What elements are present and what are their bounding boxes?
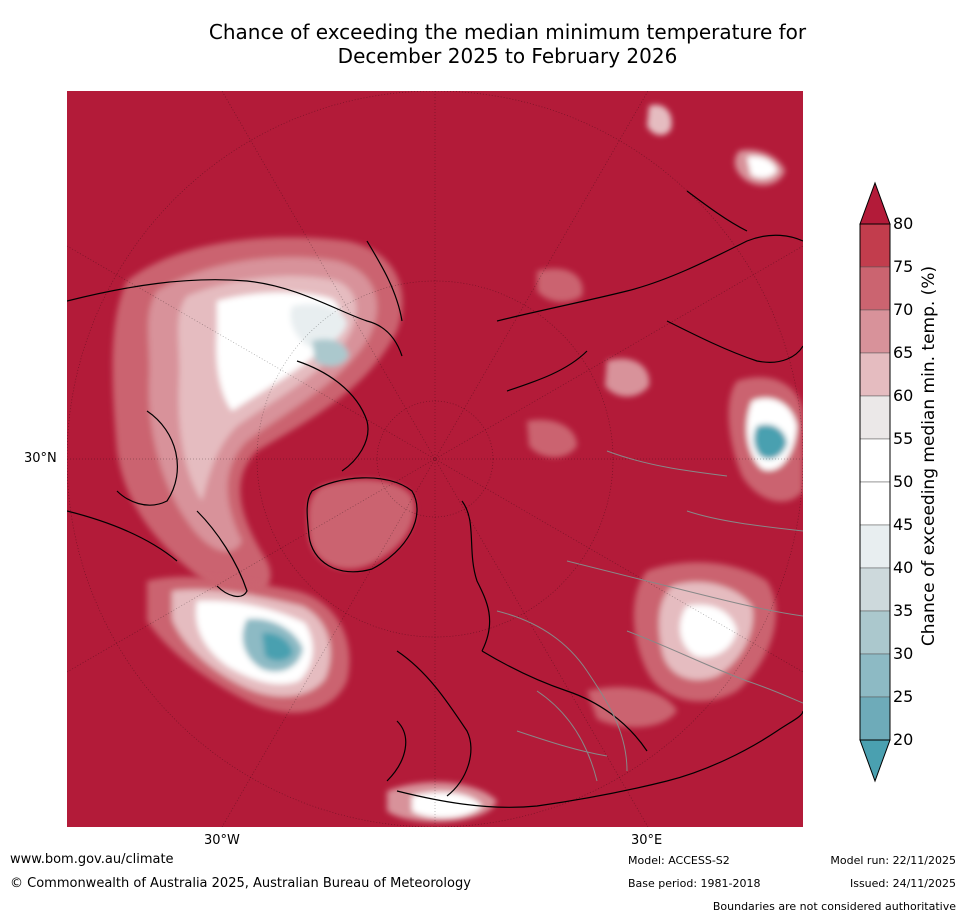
map-panel bbox=[67, 91, 803, 827]
colorbar-segment-60-65 bbox=[859, 352, 891, 397]
country-borders bbox=[496, 450, 803, 782]
colorbar-tick-50: 50 bbox=[893, 472, 914, 491]
colorbar-tick-75: 75 bbox=[893, 257, 914, 276]
disclaimer-text: Boundaries are not considered authoritat… bbox=[712, 900, 956, 913]
colorbar-tick-25: 25 bbox=[893, 687, 914, 706]
colorbar-segment-40-45 bbox=[859, 524, 891, 569]
colorbar-outline bbox=[859, 223, 891, 741]
greenland-probability-zone bbox=[308, 479, 415, 570]
colorbar-tick-70: 70 bbox=[893, 300, 914, 319]
colorbar-segment-65-70 bbox=[859, 309, 891, 354]
colorbar-title: Chance of exceeding median min. temp. (%… bbox=[919, 265, 939, 647]
issued-text: Issued: 24/11/2025 bbox=[849, 877, 956, 890]
longitude-label-30e: 30°E bbox=[631, 833, 663, 848]
colorbar-tick-65: 65 bbox=[893, 343, 914, 362]
colorbar-segment-55-60 bbox=[859, 395, 891, 440]
website-link[interactable]: www.bom.gov.au/climate bbox=[10, 852, 174, 867]
colorbar-segment-30-35 bbox=[859, 610, 891, 655]
east-asia-probability-zone bbox=[728, 377, 803, 502]
colorbar-tick-45: 45 bbox=[893, 515, 914, 534]
chart-title: Chance of exceeding the median minimum t… bbox=[100, 20, 915, 68]
central-asia-probability-zone bbox=[633, 562, 776, 702]
title-line-2: December 2025 to February 2026 bbox=[337, 44, 678, 68]
colorbar-segments bbox=[859, 223, 891, 741]
colorbar-tick-35: 35 bbox=[893, 601, 914, 620]
model-run-text: Model run: 22/11/2025 bbox=[830, 854, 956, 867]
scattered-probability-patches bbox=[387, 268, 677, 822]
coastlines bbox=[67, 190, 803, 808]
colorbar-tick-60: 60 bbox=[893, 386, 914, 405]
graticule bbox=[67, 91, 803, 827]
colorbar-segment-50-55 bbox=[859, 438, 891, 483]
latitude-label-30n: 30°N bbox=[24, 451, 57, 466]
colorbar-segment-35-40 bbox=[859, 567, 891, 612]
colorbar-segment-70-75 bbox=[859, 266, 891, 311]
colorbar-segment-25-30 bbox=[859, 653, 891, 698]
north-pacific-probability-zone bbox=[647, 104, 785, 186]
atlantic-probability-zone bbox=[147, 576, 350, 713]
colorbar-tick-40: 40 bbox=[893, 558, 914, 577]
colorbar-segment-20-25 bbox=[859, 696, 891, 741]
north-america-probability-zone bbox=[112, 237, 403, 600]
colorbar-tick-30: 30 bbox=[893, 644, 914, 663]
longitude-label-30w: 30°W bbox=[204, 833, 240, 848]
copyright-text: © Commonwealth of Australia 2025, Austra… bbox=[10, 876, 471, 891]
colorbar-tick-80: 80 bbox=[893, 214, 914, 233]
probability-map bbox=[67, 91, 803, 827]
colorbar-tick-20: 20 bbox=[893, 730, 914, 749]
title-line-1: Chance of exceeding the median minimum t… bbox=[208, 20, 807, 44]
base-period-text: Base period: 1981-2018 bbox=[628, 877, 761, 890]
colorbar bbox=[859, 181, 891, 783]
colorbar-top-arrow bbox=[859, 181, 891, 225]
colorbar-bottom-arrow bbox=[859, 739, 891, 783]
colorbar-tick-55: 55 bbox=[893, 429, 914, 448]
model-text: Model: ACCESS-S2 bbox=[628, 854, 730, 867]
colorbar-segment-75-80 bbox=[859, 223, 891, 268]
colorbar-segment-45-50 bbox=[859, 481, 891, 526]
